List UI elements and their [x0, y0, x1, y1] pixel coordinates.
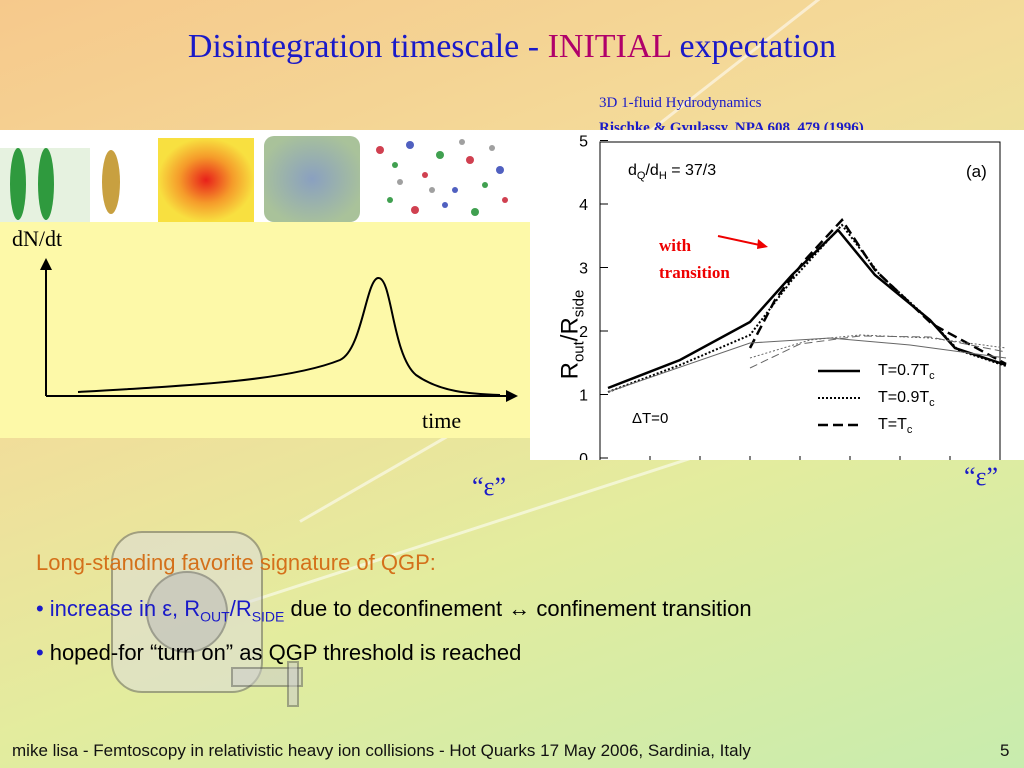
- legend-entry-1: T=0.7Tc: [878, 362, 935, 383]
- reference-line-1: 3D 1-fluid Hydrodynamics: [599, 95, 762, 111]
- y-axis-arrow: [40, 258, 52, 270]
- slide-title: Disintegration timescale - INITIAL expec…: [187, 28, 837, 65]
- collision-evolution-images: [0, 130, 538, 222]
- emission-schematic-panel: dN/dt time: [0, 130, 538, 438]
- emission-rate-plot: [40, 258, 518, 402]
- hot-fireball-stage: [158, 138, 254, 222]
- x-axis-label: time: [422, 408, 462, 433]
- curve-dashed-thin: [749, 335, 1007, 369]
- curve-dotted-thin: [749, 334, 1007, 359]
- panel-label: (a): [966, 162, 987, 181]
- title-highlight: INITIAL: [547, 28, 671, 65]
- hydro-plot-panel: 0 1 2 3 4 5 Rout/Rside dQ/dH = 37/3 (a) with …: [530, 130, 1024, 468]
- curve-solid-thin: [607, 337, 1007, 393]
- y-ticks: 0 1 2 3 4 5: [579, 134, 608, 468]
- curve-dotted-thick: [607, 223, 1007, 393]
- y-axis-label: dN/dt: [12, 226, 63, 251]
- tape-measure-illustration: [111, 531, 303, 707]
- rout-rside-plot: 0 1 2 3 4 5: [579, 134, 1007, 468]
- curve-dashed-thick: [748, 217, 1007, 366]
- expansion-stage: [264, 136, 360, 222]
- page-number: 5: [1000, 741, 1010, 760]
- y-tick-label: 3: [579, 261, 588, 278]
- slide-heading: Long-standing favorite signature of QGP:: [36, 550, 436, 575]
- freeze-out-particles: [376, 139, 508, 216]
- epsilon-label-left: “ε”: [472, 472, 506, 501]
- nucleus-right: [38, 148, 54, 220]
- slide-footer: mike lisa - Femtoscopy in relativistic h…: [12, 741, 751, 760]
- curve-solid-thick: [607, 228, 1007, 390]
- emission-curve: [77, 277, 501, 396]
- y-tick-label: 4: [579, 197, 588, 214]
- annotation-with-transition: with transition: [659, 236, 730, 282]
- annotation-arrowhead: [757, 239, 768, 249]
- annotation-arrow: [717, 235, 765, 247]
- legend-entry-2: T=0.9Tc: [878, 389, 935, 410]
- epsilon-label-right: “ε”: [964, 462, 998, 491]
- overlap-stage: [102, 150, 120, 214]
- nucleus-left: [10, 148, 26, 220]
- bullet-increase: • increase in ε, ROUT/RSIDE due to deconf…: [36, 596, 752, 625]
- ratio-label: dQ/dH = 37/3: [628, 162, 717, 183]
- delta-t-label: ΔT=0: [632, 410, 669, 427]
- x-minor-ticks: [649, 456, 951, 462]
- collision-stage-illustrations: [0, 136, 508, 222]
- x-axis-arrow: [506, 390, 518, 402]
- y-tick-label: 1: [579, 388, 588, 405]
- y-tick-label: 5: [579, 134, 588, 151]
- y-tick-label: 0: [579, 451, 588, 460]
- legend-entry-3: T=Tc: [878, 416, 913, 437]
- y-tick-label: 2: [579, 324, 588, 341]
- bullet-turn-on: • hoped-for “turn on” as QGP threshold is…: [36, 640, 522, 665]
- y-axis-title: Rout/Rside: [556, 289, 588, 380]
